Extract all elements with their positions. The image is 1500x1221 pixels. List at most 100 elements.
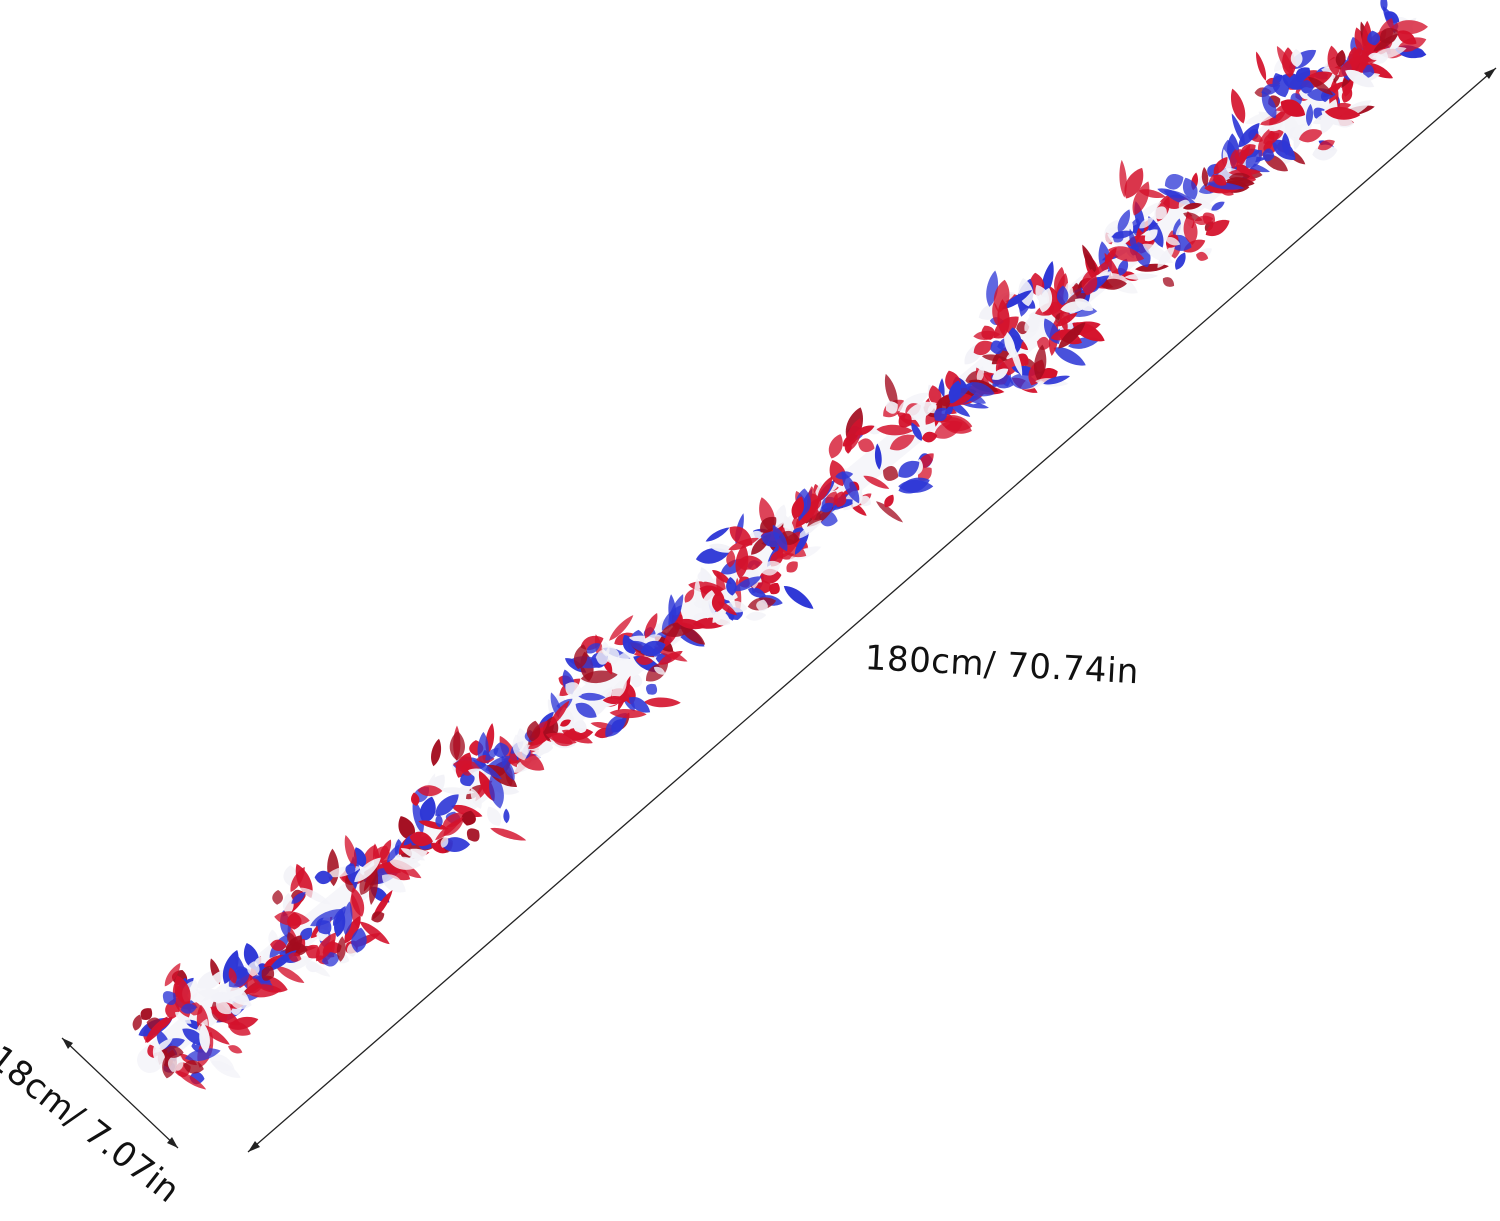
feather xyxy=(1262,148,1275,162)
feather xyxy=(1205,219,1230,237)
feather xyxy=(359,921,390,945)
dimension-lines xyxy=(61,67,1497,1153)
feather xyxy=(222,950,239,984)
feather xyxy=(1211,201,1225,211)
feather xyxy=(786,561,798,573)
feather xyxy=(1367,30,1381,46)
feather xyxy=(768,583,780,595)
feather xyxy=(545,732,577,744)
feather xyxy=(470,787,482,809)
feather xyxy=(1317,139,1335,151)
feather xyxy=(379,839,392,863)
feather xyxy=(631,674,643,688)
feather xyxy=(512,734,528,761)
feather xyxy=(1261,91,1277,119)
feather xyxy=(898,413,912,428)
length-arrowhead-bottom xyxy=(248,1141,260,1152)
feather xyxy=(381,860,401,874)
feather xyxy=(270,939,287,951)
feather xyxy=(1117,209,1131,233)
feather xyxy=(409,831,433,847)
feather xyxy=(748,587,767,598)
feather xyxy=(964,382,995,397)
feather xyxy=(1397,30,1417,45)
feather xyxy=(261,965,275,981)
feather xyxy=(1041,261,1054,298)
feather xyxy=(712,569,732,585)
feather xyxy=(1256,51,1267,81)
feather xyxy=(466,828,480,842)
feather xyxy=(1074,298,1094,311)
feather xyxy=(1380,0,1388,13)
feather xyxy=(883,466,899,481)
feather xyxy=(796,519,822,539)
feather xyxy=(1183,214,1198,245)
feather xyxy=(934,407,948,422)
width-arrowhead-top xyxy=(62,1038,73,1049)
feather xyxy=(1144,229,1158,242)
feather xyxy=(489,772,504,809)
feather xyxy=(1182,177,1198,200)
feather xyxy=(199,1022,210,1054)
feather xyxy=(345,863,356,875)
feather xyxy=(643,697,681,708)
feather xyxy=(1213,174,1227,186)
feather xyxy=(936,395,951,412)
feather xyxy=(828,434,843,459)
feather xyxy=(272,890,283,905)
feather xyxy=(1162,277,1175,287)
feather xyxy=(841,471,860,504)
feather xyxy=(1139,217,1154,229)
feather xyxy=(162,991,177,1006)
feather xyxy=(288,952,302,962)
feather xyxy=(973,330,1001,341)
feather xyxy=(1230,88,1246,124)
feather xyxy=(389,856,421,870)
feather xyxy=(1362,64,1375,78)
feather xyxy=(371,911,385,923)
feather xyxy=(1345,69,1375,88)
feather xyxy=(400,848,426,861)
feather xyxy=(726,550,736,568)
length-arrowhead-top xyxy=(1484,68,1496,79)
feather xyxy=(1327,45,1341,77)
feather xyxy=(933,420,963,439)
feather xyxy=(1154,206,1167,220)
length-dimension-line xyxy=(247,67,1497,1153)
feather xyxy=(1372,46,1407,60)
feather xyxy=(1138,189,1166,199)
feather xyxy=(1324,106,1361,120)
feather xyxy=(549,700,570,727)
feather xyxy=(140,1008,153,1020)
feather xyxy=(976,366,985,383)
feather xyxy=(760,516,777,533)
feather xyxy=(205,969,226,990)
feather xyxy=(1056,285,1069,306)
feather xyxy=(997,299,1010,337)
feather xyxy=(1058,322,1086,349)
feather xyxy=(299,887,332,905)
feather xyxy=(1157,244,1176,268)
feather xyxy=(1201,167,1209,188)
feather xyxy=(353,847,367,868)
feather xyxy=(1338,55,1362,78)
feather xyxy=(573,720,587,734)
feather xyxy=(435,814,443,828)
feather xyxy=(247,961,260,977)
feather xyxy=(435,816,464,841)
feather xyxy=(668,594,684,627)
feather xyxy=(712,611,731,626)
feather xyxy=(216,1001,232,1015)
feather xyxy=(694,577,701,605)
feather xyxy=(1124,273,1159,280)
feather xyxy=(705,527,730,542)
feather xyxy=(885,401,898,414)
feather xyxy=(315,932,336,962)
feather xyxy=(472,759,502,780)
feather xyxy=(898,460,920,478)
feather xyxy=(398,816,416,841)
feather xyxy=(1189,195,1220,213)
feather xyxy=(911,422,923,441)
